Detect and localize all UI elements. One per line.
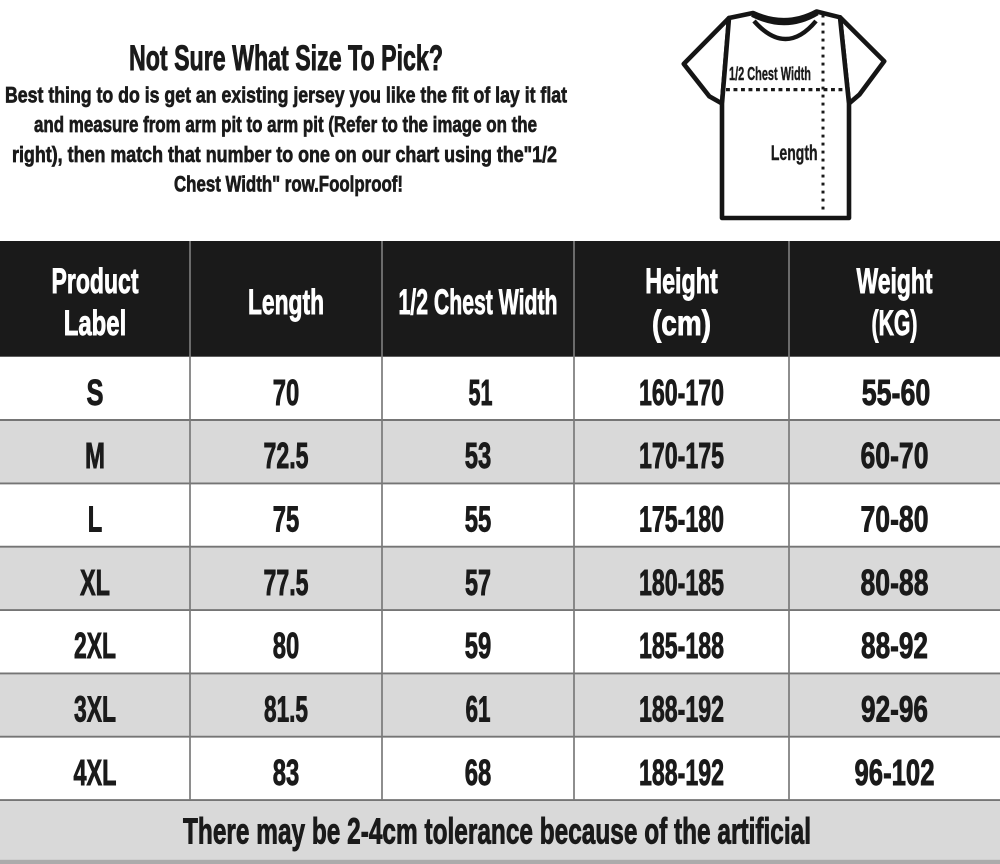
svg-text:188-192: 188-192 xyxy=(639,689,724,730)
svg-text:185-188: 185-188 xyxy=(639,625,724,666)
svg-text:Not Sure What Size To Pick?: Not Sure What Size To Pick? xyxy=(129,38,443,78)
svg-text:Height: Height xyxy=(645,262,718,301)
svg-text:96-102: 96-102 xyxy=(855,752,935,793)
svg-text:4XL: 4XL xyxy=(74,752,117,793)
svg-text:59: 59 xyxy=(465,625,492,666)
svg-text:Length: Length xyxy=(248,283,324,322)
svg-text:68: 68 xyxy=(465,752,492,793)
svg-text:70: 70 xyxy=(273,372,300,413)
svg-text:Product: Product xyxy=(52,262,139,301)
svg-text:55: 55 xyxy=(465,499,492,540)
svg-text:(cm): (cm) xyxy=(652,304,711,343)
svg-text:83: 83 xyxy=(273,752,300,793)
svg-text:Best thing to do is get an exi: Best thing to do is get an existing jers… xyxy=(5,83,567,108)
svg-text:77.5: 77.5 xyxy=(264,562,309,603)
svg-text:and measure from arm pit to ar: and measure from arm pit to arm pit (Ref… xyxy=(34,112,537,137)
svg-text:There may be 2-4cm tolerance b: There may be 2-4cm tolerance because of … xyxy=(183,811,811,852)
svg-text:70-80: 70-80 xyxy=(861,499,929,540)
svg-text:75: 75 xyxy=(273,499,300,540)
svg-text:55-60: 55-60 xyxy=(862,372,931,413)
svg-text:51: 51 xyxy=(469,372,493,413)
svg-text:L: L xyxy=(88,499,103,540)
svg-text:S: S xyxy=(87,372,104,413)
svg-text:XL: XL xyxy=(80,562,110,603)
svg-text:Length: Length xyxy=(771,141,818,165)
svg-text:53: 53 xyxy=(465,435,492,476)
svg-text:2XL: 2XL xyxy=(74,625,116,666)
svg-text:170-175: 170-175 xyxy=(639,435,724,476)
svg-text:60-70: 60-70 xyxy=(861,435,929,476)
svg-text:57: 57 xyxy=(465,562,491,603)
svg-text:160-170: 160-170 xyxy=(639,372,724,413)
svg-text:188-192: 188-192 xyxy=(639,752,724,793)
svg-text:175-180: 175-180 xyxy=(639,499,724,540)
svg-text:80: 80 xyxy=(273,625,300,666)
svg-text:3XL: 3XL xyxy=(74,689,116,730)
svg-text:92-96: 92-96 xyxy=(861,689,928,730)
svg-text:Label: Label xyxy=(64,304,127,343)
svg-text:Weight: Weight xyxy=(857,262,933,301)
svg-text:80-88: 80-88 xyxy=(861,562,929,603)
svg-text:1/2 Chest Width: 1/2 Chest Width xyxy=(399,283,558,322)
svg-text:61: 61 xyxy=(466,689,491,730)
svg-text:right), then match that number: right), then match that number to one on… xyxy=(12,142,557,167)
svg-text:81.5: 81.5 xyxy=(264,689,308,730)
svg-text:(KG): (KG) xyxy=(872,304,918,343)
svg-text:88-92: 88-92 xyxy=(861,625,928,666)
svg-text:72.5: 72.5 xyxy=(264,435,309,476)
svg-text:1/2 Chest Width: 1/2 Chest Width xyxy=(729,64,811,84)
svg-text:180-185: 180-185 xyxy=(639,562,724,603)
svg-text:M: M xyxy=(85,435,105,476)
svg-text:Chest Width" row.Foolproof!: Chest Width" row.Foolproof! xyxy=(174,172,403,197)
